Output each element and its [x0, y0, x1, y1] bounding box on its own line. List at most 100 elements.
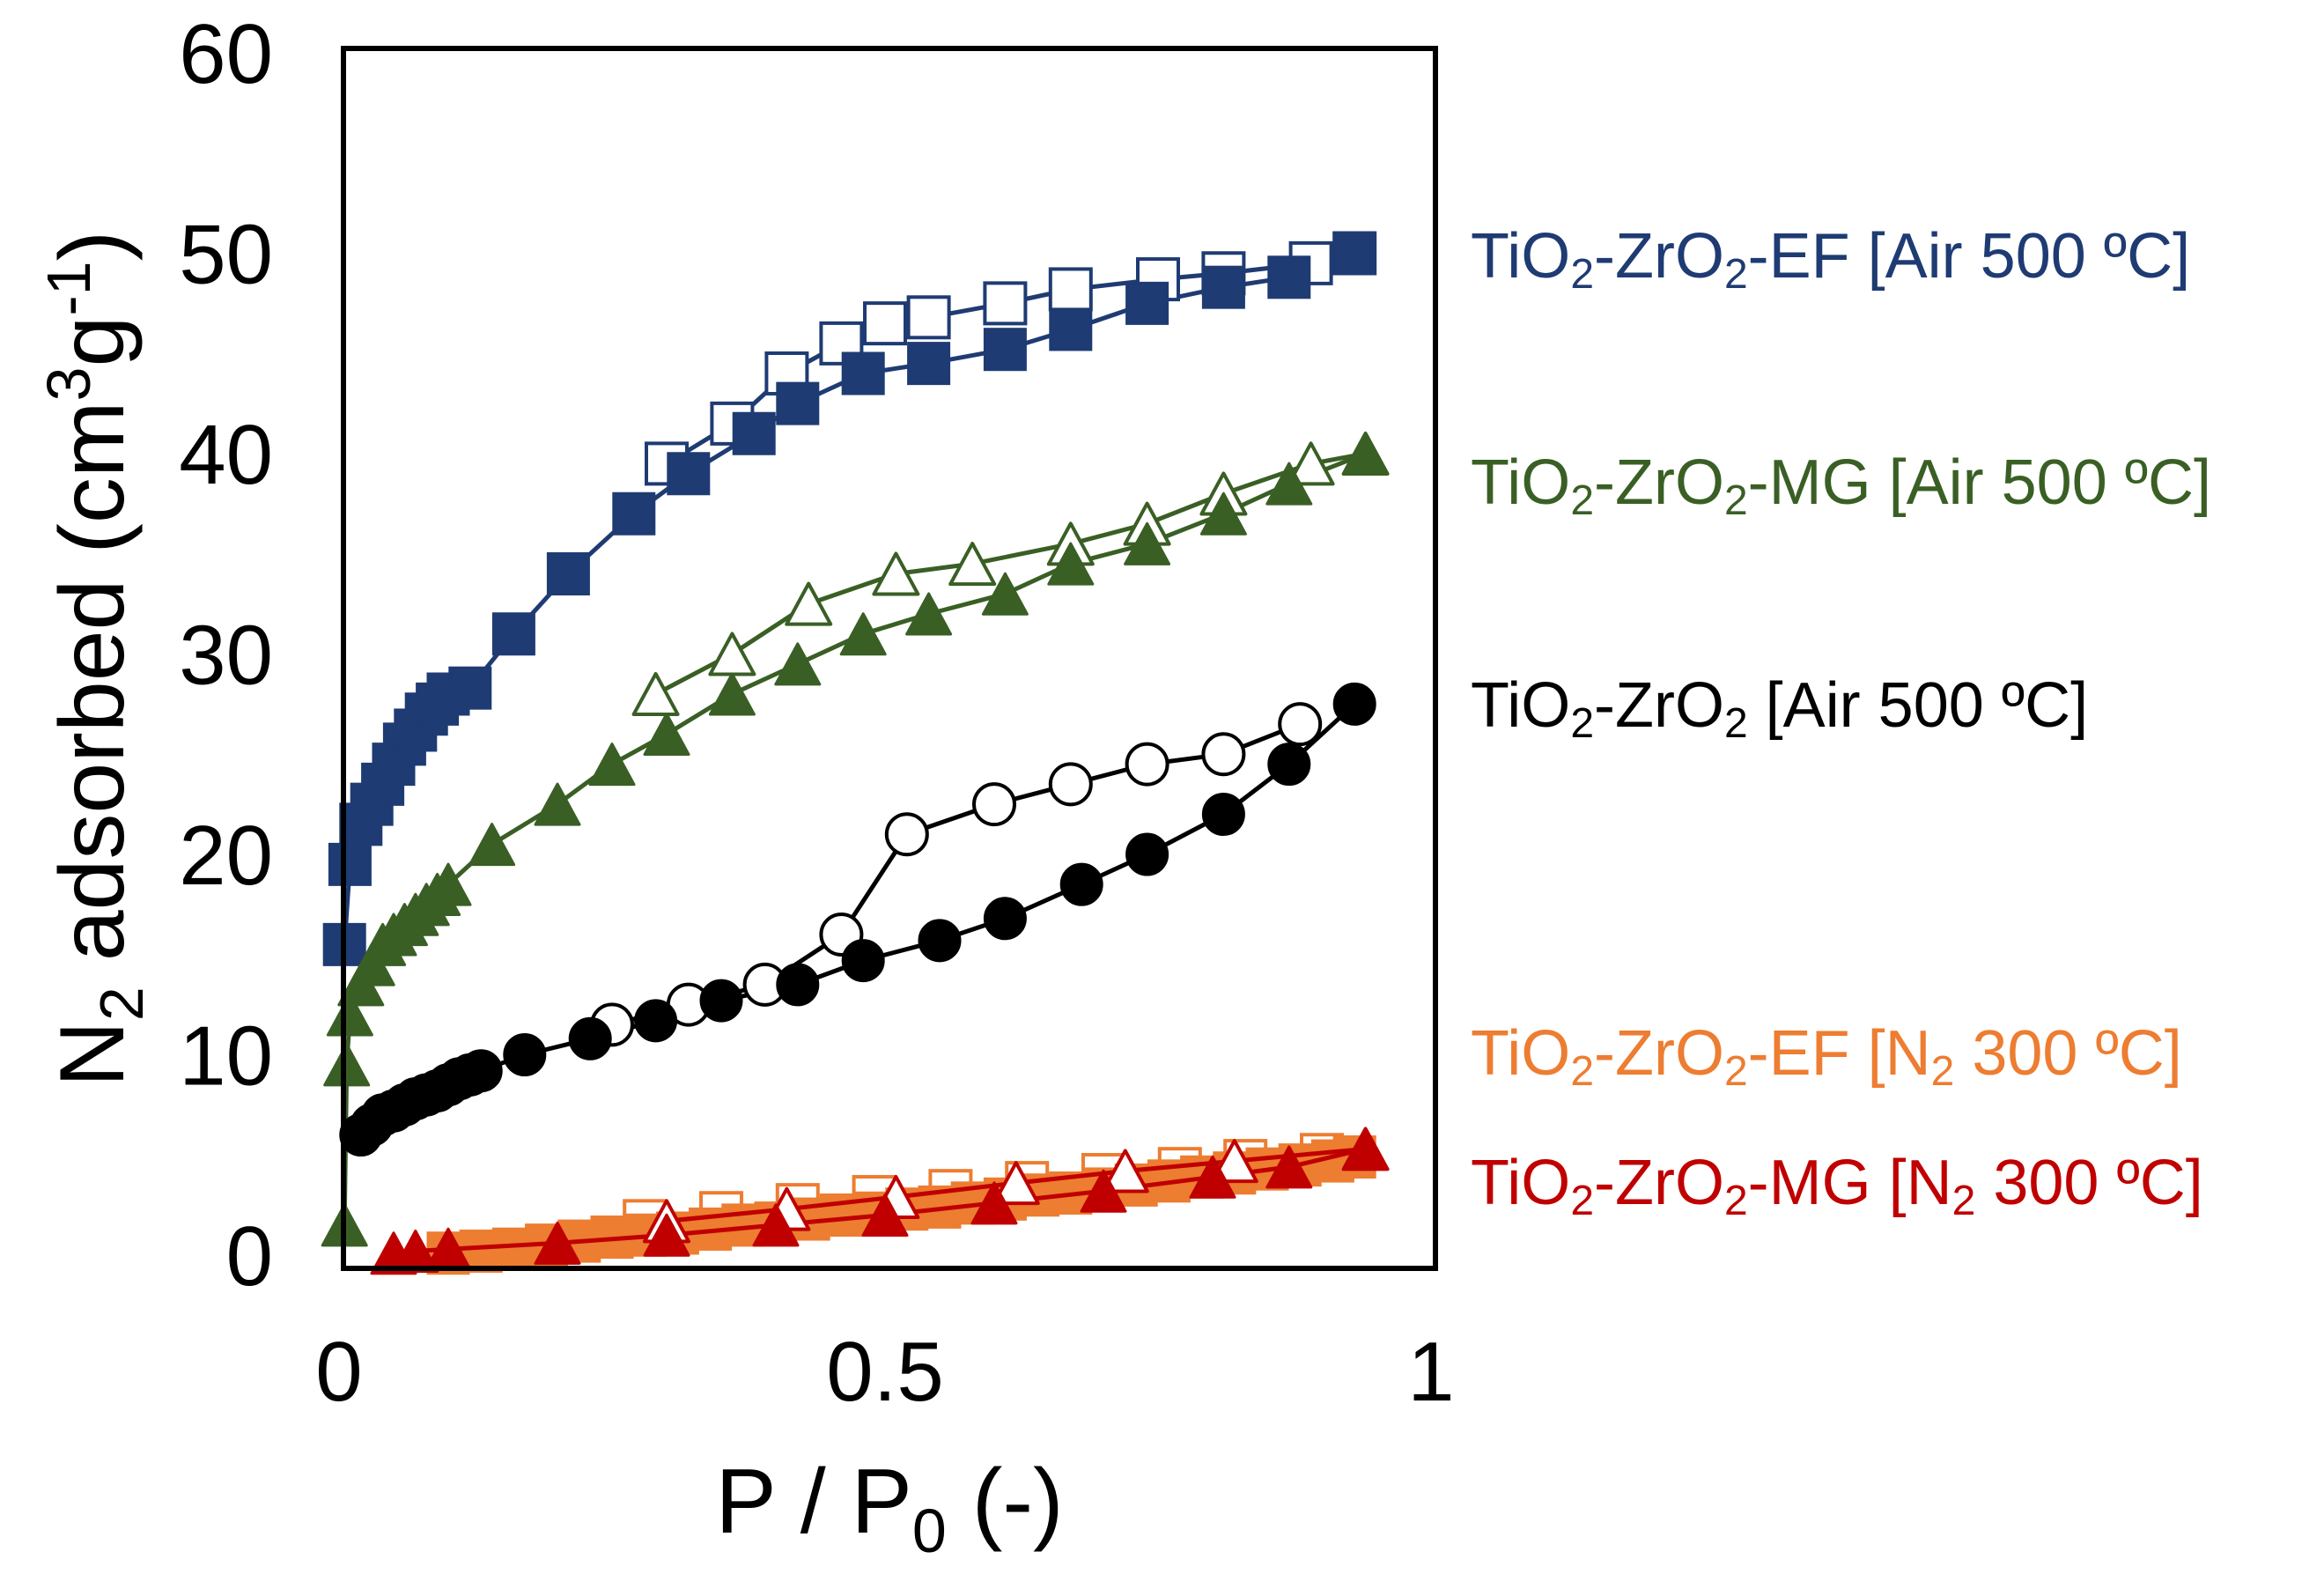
mg-air-desorption-point: [1287, 441, 1335, 486]
mg-air-adsorption-point: [905, 592, 953, 636]
mg-n2-adsorption-point: [970, 1181, 1018, 1225]
plain-air-adsorption-point: [568, 1016, 612, 1060]
mg-air-adsorption-point: [1199, 491, 1247, 536]
series-ef-air: [322, 231, 1377, 966]
plain-air-adsorption-point: [1125, 832, 1169, 876]
mg-n2-desorption-point: [1210, 1139, 1258, 1184]
legend-sub: 2: [1723, 1178, 1748, 1224]
y-tick-labels: 0 10 20 30 40 50 60: [179, 7, 273, 1304]
plain-air-adsorption-point: [983, 897, 1027, 941]
mg-air-adsorption-point: [839, 612, 887, 656]
legend-text: -ZrO: [1594, 221, 1724, 292]
mg-air-adsorption-point: [643, 713, 690, 756]
ef-air-adsorption-point: [1201, 265, 1245, 309]
plain-air-desorption-point: [1278, 702, 1323, 747]
mg-air-adsorption-point: [708, 672, 756, 716]
legend-sub: 2: [1570, 1178, 1595, 1224]
plain-air-adsorption-point: [1201, 793, 1245, 836]
y-tick-label: 20: [179, 809, 273, 903]
legend-text: -ZrO: [1594, 670, 1724, 741]
plot-frame: [341, 46, 1438, 1271]
ef-air-adsorption-point: [1125, 281, 1169, 325]
ef-air-adsorption-point: [491, 612, 535, 656]
legend-text: -ZrO: [1594, 447, 1724, 518]
y-axis-label: N2 adsorbed (cm3g-1): [34, 231, 156, 1087]
y-axis-label-sup1: 3: [34, 367, 103, 402]
ef-air-adsorption-point: [667, 452, 711, 496]
mg-n2-adsorption-point: [392, 1229, 439, 1273]
legend-sub: 2: [1951, 1178, 1976, 1224]
mg-air-desorption-point: [948, 542, 997, 587]
mg-n2-adsorption-point: [1265, 1145, 1313, 1189]
legend-text: -ZrO: [1594, 1018, 1724, 1089]
ef-air-adsorption-point: [1049, 307, 1093, 351]
ef-air-adsorption-point: [907, 342, 951, 386]
legend-mg-air: TiO2-ZrO2-MG [Air 500 ºC]: [1471, 451, 2211, 522]
y-tick-label: 0: [226, 1209, 273, 1304]
plain-air-adsorption-point: [841, 939, 885, 983]
mg-air-desorption-point: [708, 632, 756, 676]
legend-text: TiO: [1471, 1148, 1571, 1218]
series-mg-air: [321, 432, 1390, 1247]
ef-air-adsorption-point: [983, 328, 1027, 372]
plain-air-adsorption-point: [503, 1033, 547, 1076]
mg-n2-adsorption-point: [861, 1193, 909, 1237]
plain-air-desorption-line: [611, 721, 1302, 1027]
series-layer: [321, 231, 1390, 1275]
x-axis-label-sub: 0: [912, 1496, 947, 1565]
y-axis-label-n-sub: 2: [87, 987, 156, 1021]
mg-air-adsorption-point: [424, 862, 472, 906]
y-tick-label: 50: [179, 208, 273, 302]
ef-air-adsorption-point: [1267, 255, 1311, 299]
x-tick-labels: 0 0.5 1: [315, 1325, 1454, 1419]
x-tick-label: 0.5: [826, 1325, 943, 1419]
plain-air-desorption-point: [1201, 732, 1246, 777]
mg-air-adsorption-point: [534, 782, 581, 826]
y-axis-label-n: N: [41, 1021, 144, 1087]
legend-text: TiO: [1471, 670, 1571, 741]
mg-air-adsorption-point: [588, 743, 636, 787]
x-tick-label: 1: [1407, 1325, 1454, 1419]
plain-air-adsorption-point: [459, 1049, 503, 1093]
legend-text: -EF [N: [1747, 1018, 1931, 1089]
legend-text: [Air 500 ºC]: [1747, 670, 2089, 741]
plain-air-adsorption-point: [918, 919, 962, 963]
ef-air-adsorption-point: [612, 491, 656, 536]
legend-text: -MG [Air 500 ºC]: [1747, 447, 2212, 518]
ef-air-adsorption-point: [1332, 232, 1376, 275]
plain-air-desorption-point: [884, 812, 929, 857]
mg-n2-adsorption-point: [752, 1203, 800, 1247]
y-axis-label-end: ): [41, 231, 144, 262]
ef-air-desorption-point: [863, 301, 907, 346]
ef-air-desorption-point: [983, 281, 1028, 326]
mg-air-desorption-point: [785, 581, 833, 626]
mg-air-adsorption-point: [1124, 521, 1171, 565]
x-axis-label-main: P / P: [715, 1451, 912, 1553]
plain-air-adsorption-point: [699, 979, 743, 1023]
y-axis-label-sup2: -1: [34, 261, 103, 315]
mg-air-desorption-point: [631, 672, 680, 716]
series-plain-air: [339, 682, 1376, 1156]
legend-sub: 2: [1570, 477, 1595, 524]
mg-air-adsorption-point: [1047, 542, 1095, 586]
legend-sub: 2: [1723, 700, 1748, 747]
legend-text: -ZrO: [1594, 1148, 1724, 1218]
plain-air-desorption-point: [1125, 742, 1169, 787]
plain-air-adsorption-point: [1267, 743, 1311, 787]
plain-air-desorption-point: [972, 782, 1016, 827]
y-axis-label-g: g: [41, 316, 144, 367]
legend-ef-n2: TiO2-ZrO2-EF [N2 300 ºC]: [1471, 1022, 2182, 1093]
mg-n2-adsorption-point: [643, 1213, 690, 1257]
legend-text: 300 ºC]: [1954, 1018, 2182, 1089]
mg-n2-adsorption-point: [534, 1221, 581, 1265]
legend-text: TiO: [1471, 447, 1571, 518]
legend-text: TiO: [1471, 1018, 1571, 1089]
plain-air-adsorption-point: [1059, 862, 1103, 906]
mg-air-adsorption-point: [326, 993, 373, 1037]
y-tick-label: 40: [179, 408, 273, 502]
plain-air-adsorption-point: [776, 963, 820, 1007]
legend-sub: 2: [1570, 251, 1595, 298]
x-tick-label: 0: [315, 1325, 362, 1419]
ef-air-desorption-point: [906, 295, 951, 340]
